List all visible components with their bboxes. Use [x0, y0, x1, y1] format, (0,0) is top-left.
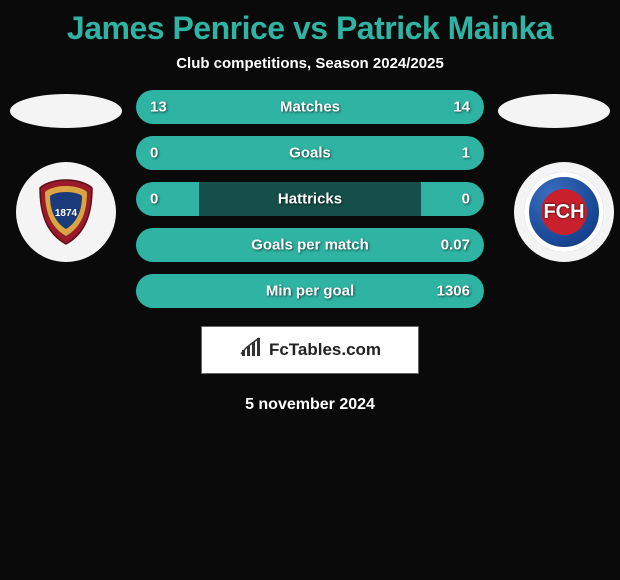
main-row: 1874 13 Matches 14 0 Goals 1 0 Hattricks 0 Goals … [0, 90, 620, 308]
stat-fill-left [136, 182, 199, 216]
club-text-right: FCH [543, 201, 584, 224]
svg-text:1874: 1874 [55, 208, 78, 219]
stat-label: Min per goal [266, 283, 354, 300]
club-badge-right: FCH [514, 162, 614, 262]
stat-label: Goals per match [251, 237, 369, 254]
shield-icon: 1874 [34, 176, 98, 248]
player-photo-placeholder-right [498, 94, 610, 128]
stat-row: 13 Matches 14 [136, 90, 484, 124]
stat-right-value: 0 [462, 191, 470, 208]
ball-icon: FCH [524, 172, 604, 252]
chart-icon [239, 336, 263, 365]
date-label: 5 november 2024 [245, 396, 375, 414]
stat-label: Hattricks [278, 191, 342, 208]
stats-column: 13 Matches 14 0 Goals 1 0 Hattricks 0 Goals per m… [136, 90, 484, 308]
page-title: James Penrice vs Patrick Mainka [67, 10, 553, 47]
stat-right-value: 14 [453, 99, 470, 116]
stat-left-value: 0 [150, 145, 158, 162]
watermark: FcTables.com [201, 326, 419, 374]
stat-right-value: 1 [462, 145, 470, 162]
stat-left-value: 0 [150, 191, 158, 208]
stat-right-value: 0.07 [441, 237, 470, 254]
stat-label: Matches [280, 99, 340, 116]
watermark-text: FcTables.com [269, 340, 381, 360]
subtitle: Club competitions, Season 2024/2025 [176, 55, 444, 72]
stat-row: 0 Hattricks 0 [136, 182, 484, 216]
player-photo-placeholder-left [10, 94, 122, 128]
stat-row: Goals per match 0.07 [136, 228, 484, 262]
comparison-card: James Penrice vs Patrick Mainka Club com… [0, 0, 620, 414]
stat-row: Min per goal 1306 [136, 274, 484, 308]
club-badge-left: 1874 [16, 162, 116, 262]
stat-left-value: 13 [150, 99, 167, 116]
stat-label: Goals [289, 145, 331, 162]
stat-right-value: 1306 [437, 283, 470, 300]
right-column: FCH [494, 90, 614, 262]
stat-row: 0 Goals 1 [136, 136, 484, 170]
stat-fill-right [421, 182, 484, 216]
left-column: 1874 [6, 90, 126, 262]
